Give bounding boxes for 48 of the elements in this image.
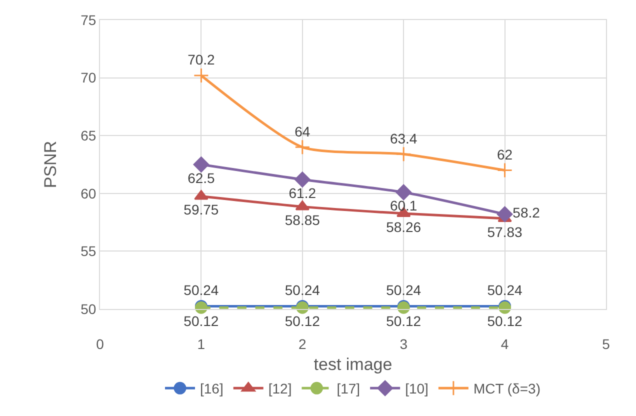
data-label: 57.83 bbox=[487, 224, 523, 240]
point bbox=[496, 206, 513, 222]
data-label: 50.24 bbox=[284, 282, 320, 298]
x-tick-label: 0 bbox=[96, 336, 104, 352]
point bbox=[294, 139, 310, 155]
x-tick-label: 1 bbox=[197, 336, 206, 352]
legend-label: MCT (δ=3) bbox=[473, 380, 540, 397]
data-label: 58.26 bbox=[386, 218, 422, 235]
data-label: 50.12 bbox=[487, 312, 523, 329]
x-tick-label: 2 bbox=[298, 336, 306, 352]
legend-label: [17] bbox=[336, 380, 360, 397]
point bbox=[497, 162, 513, 178]
data-label: 58.85 bbox=[284, 212, 320, 228]
x-axis-title: test image bbox=[314, 355, 392, 374]
y-tick-label: 55 bbox=[80, 243, 96, 260]
y-tick-label: 50 bbox=[80, 300, 96, 317]
y-tick-label: 75 bbox=[80, 12, 96, 28]
x-tick-label: 4 bbox=[500, 336, 509, 352]
point bbox=[295, 200, 310, 210]
data-label: 62 bbox=[497, 146, 513, 163]
data-label: 70.2 bbox=[188, 52, 216, 68]
point bbox=[193, 156, 210, 172]
data-label: 63.4 bbox=[390, 130, 418, 146]
data-label: 60.1 bbox=[390, 198, 418, 214]
data-label: 64 bbox=[294, 123, 310, 140]
y-axis-title: PSNR bbox=[41, 140, 60, 188]
data-label: 50.12 bbox=[284, 312, 320, 329]
point bbox=[294, 172, 310, 188]
y-tick-label: 65 bbox=[80, 128, 96, 144]
data-label: 50.24 bbox=[487, 282, 523, 298]
legend-label: [16] bbox=[200, 380, 224, 397]
point bbox=[193, 68, 209, 84]
point bbox=[396, 184, 412, 200]
x-tick-label: 3 bbox=[400, 336, 408, 352]
data-label: 50.24 bbox=[184, 282, 219, 298]
data-label: 62.5 bbox=[188, 170, 216, 186]
data-label: 50.24 bbox=[386, 282, 422, 298]
data-label: 61.2 bbox=[288, 184, 316, 201]
data-label: 59.75 bbox=[184, 202, 219, 218]
data-label: 50.12 bbox=[386, 312, 422, 329]
y-tick-label: 60 bbox=[80, 185, 96, 202]
data-label: 58.2 bbox=[512, 204, 540, 221]
legend-label: [12] bbox=[268, 380, 292, 397]
x-tick-label: 5 bbox=[602, 336, 610, 352]
point bbox=[396, 146, 412, 162]
legend-label: [10] bbox=[405, 380, 428, 397]
data-label: 50.12 bbox=[184, 312, 219, 329]
y-tick-label: 70 bbox=[80, 70, 96, 86]
